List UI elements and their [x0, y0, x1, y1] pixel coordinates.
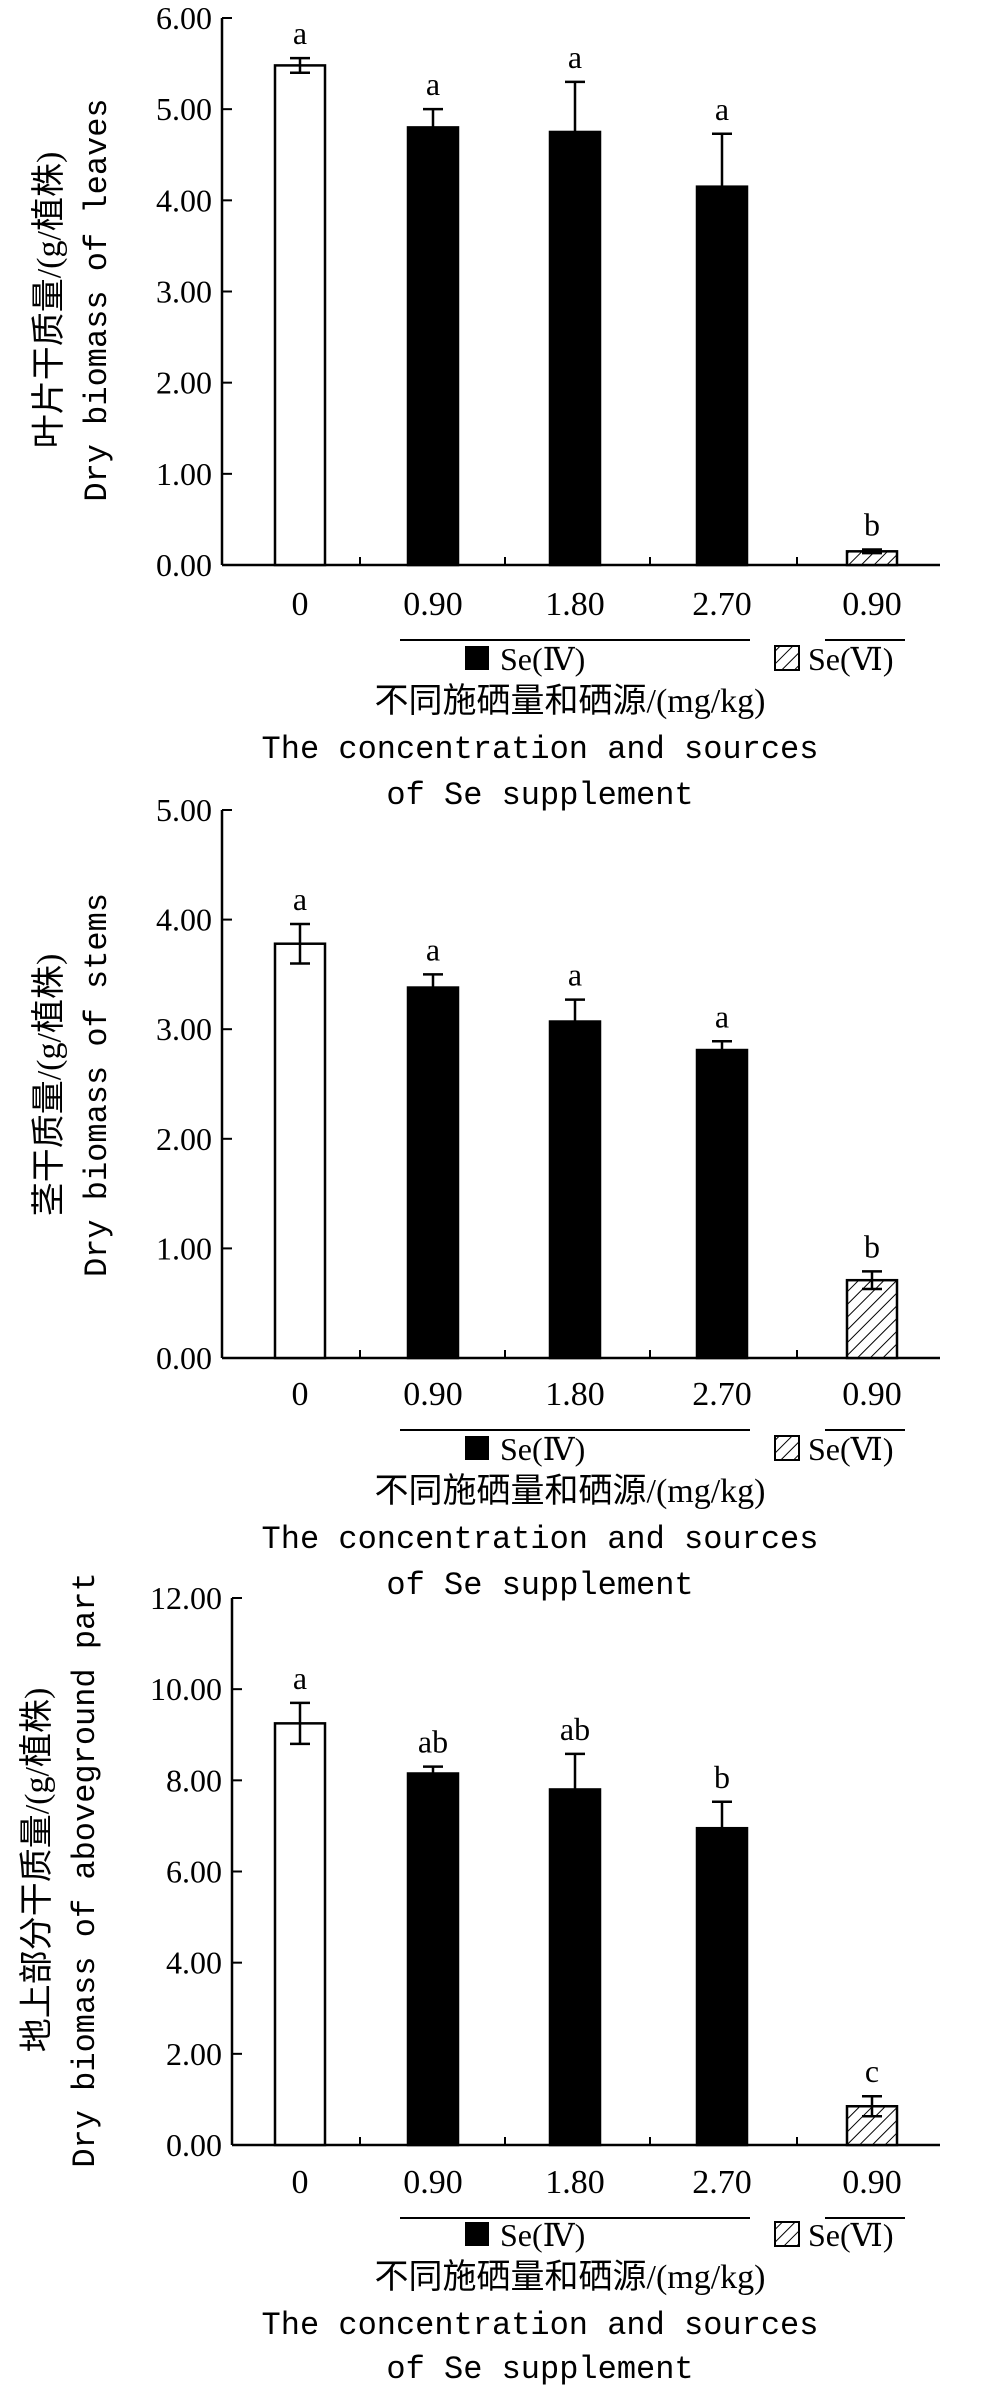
y-tick-label: 3.00	[156, 274, 212, 310]
legend-swatch-se6	[774, 1435, 800, 1461]
legend-label-se6: Se(Ⅵ)	[808, 2217, 894, 2253]
x-category-label: 2.70	[692, 586, 752, 623]
chart-panel-1: 0.00 1.00 2.00 3.00 4.00 5.00 6.00 a 0 a 0.90 a 1.80…	[30, 0, 940, 814]
bar	[695, 1048, 749, 1360]
x-axis-title-en-1: The concentration and sources	[262, 731, 819, 768]
significance-letter: a	[426, 931, 440, 967]
x-category-label: 0	[292, 586, 309, 623]
x-axis-title-en-2: of Se supplement	[386, 1567, 693, 1604]
bar	[273, 64, 327, 567]
significance-letter: b	[714, 1759, 730, 1795]
significance-letter: a	[293, 15, 307, 51]
x-axis-title-cn: 不同施硒量和硒源/(mg/kg)	[375, 1472, 766, 1510]
significance-letter: a	[568, 39, 582, 75]
x-axis-title-en-2: of Se supplement	[386, 777, 693, 814]
y-tick-label: 12.00	[150, 1580, 222, 1616]
significance-letter: a	[293, 881, 307, 917]
x-category-label: 1.80	[545, 1376, 605, 1413]
x-category-label: 0.90	[842, 1376, 902, 1413]
bar	[406, 986, 460, 1360]
y-tick-label: 5.00	[156, 91, 212, 127]
y-axis-title-en: Dry biomass of stems	[79, 893, 116, 1277]
significance-letter: b	[864, 507, 880, 543]
bar	[548, 1020, 602, 1360]
bar	[273, 942, 327, 1360]
chart-panel-3: 0.00 2.00 4.00 6.00 8.00 10.00 12.00 a 0 ab 0.90 ab…	[18, 1572, 940, 2388]
y-tick-label: 5.00	[156, 792, 212, 828]
legend-label-se6: Se(Ⅵ)	[808, 1431, 894, 1467]
chart-panel-2: 0.00 1.00 2.00 3.00 4.00 5.00 a 0 a 0.90 a 1.80 a 2.7…	[30, 792, 940, 1604]
bar	[406, 126, 460, 567]
y-axis-title-cn: 地上部分干质量/(g/植株)	[18, 1688, 56, 2053]
significance-letter: a	[293, 1660, 307, 1696]
legend-swatch-se4	[465, 1436, 489, 1460]
significance-letter: ab	[418, 1724, 448, 1760]
legend-label-se4: Se(Ⅳ)	[500, 1431, 585, 1467]
y-tick-label: 1.00	[156, 1230, 212, 1266]
y-tick-label: 1.00	[156, 456, 212, 492]
significance-letter: a	[426, 66, 440, 102]
x-axis-title-cn: 不同施硒量和硒源/(mg/kg)	[375, 2258, 766, 2296]
significance-letter: ab	[560, 1711, 590, 1747]
y-tick-label: 0.00	[156, 1340, 212, 1376]
x-category-label: 1.80	[545, 586, 605, 623]
y-axis-title-en: Dry biomass of leaves	[79, 98, 116, 501]
significance-letter: a	[715, 91, 729, 127]
y-tick-label: 8.00	[166, 1762, 222, 1798]
y-tick-label: 0.00	[156, 547, 212, 583]
legend-label-se6: Se(Ⅵ)	[808, 641, 894, 677]
y-tick-label: 0.00	[166, 2127, 222, 2163]
y-tick-label: 10.00	[150, 1671, 222, 1707]
significance-letter: c	[865, 2053, 879, 2089]
y-axis-title-cn: 茎干质量/(g/植株)	[30, 954, 68, 1217]
x-axis-title-en-1: The concentration and sources	[262, 2307, 819, 2344]
bar	[406, 1772, 460, 2147]
y-axis-title-cn: 叶片干质量/(g/植株)	[30, 152, 68, 449]
y-axis-title-en: Dry biomass of aboveground part	[67, 1572, 104, 2167]
x-axis-title-en-2: of Se supplement	[386, 2351, 693, 2388]
legend-label-se4: Se(Ⅳ)	[500, 641, 585, 677]
legend-label-se4: Se(Ⅳ)	[500, 2217, 585, 2253]
y-tick-label: 4.00	[166, 1945, 222, 1981]
x-category-label: 0.90	[403, 586, 463, 623]
bar	[548, 1788, 602, 2147]
y-tick-label: 3.00	[156, 1011, 212, 1047]
x-category-label: 0.90	[403, 2164, 463, 2201]
y-tick-label: 2.00	[166, 2036, 222, 2072]
legend-swatch-se4	[465, 646, 489, 670]
significance-letter: a	[715, 998, 729, 1034]
x-category-label: 0.90	[842, 2164, 902, 2201]
y-tick-label: 6.00	[166, 1854, 222, 1890]
bar	[695, 1826, 749, 2147]
legend-swatch-se6	[774, 2221, 800, 2247]
x-category-label: 2.70	[692, 2164, 752, 2201]
x-category-label: 1.80	[545, 2164, 605, 2201]
x-category-label: 0	[292, 2164, 309, 2201]
y-tick-label: 4.00	[156, 902, 212, 938]
x-category-label: 0.90	[403, 1376, 463, 1413]
significance-letter: b	[864, 1228, 880, 1264]
x-axis-title-en-1: The concentration and sources	[262, 1521, 819, 1558]
bar	[695, 185, 749, 567]
legend-swatch-se4	[465, 2222, 489, 2246]
bar	[273, 1722, 327, 2147]
y-tick-label: 4.00	[156, 182, 212, 218]
bar	[845, 1278, 899, 1360]
bar	[548, 130, 602, 567]
y-tick-label: 2.00	[156, 365, 212, 401]
x-category-label: 2.70	[692, 1376, 752, 1413]
legend-swatch-se6	[774, 645, 800, 671]
x-axis-title-cn: 不同施硒量和硒源/(mg/kg)	[375, 682, 766, 720]
x-category-label: 0	[292, 1376, 309, 1413]
x-category-label: 0.90	[842, 586, 902, 623]
y-tick-label: 2.00	[156, 1121, 212, 1157]
y-tick-label: 6.00	[156, 0, 212, 36]
significance-letter: a	[568, 957, 582, 993]
